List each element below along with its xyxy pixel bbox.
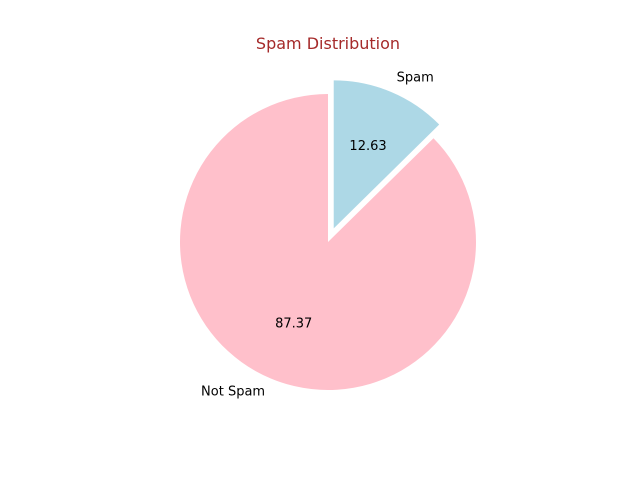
slice-label-not-spam: Not Spam [201,385,265,400]
pie-slice-not-spam [180,94,477,391]
pie-slices [180,80,477,391]
slice-pct-label-spam: 12.63 [349,139,386,154]
chart-title: Spam Distribution [256,34,400,53]
slice-label-spam: Spam [397,71,434,86]
slice-pct-label-not-spam: 87.37 [275,316,312,331]
pie-labels: Spam 12.63 Not Spam 87.37 [201,71,434,400]
pie-slice-spam [333,80,440,229]
